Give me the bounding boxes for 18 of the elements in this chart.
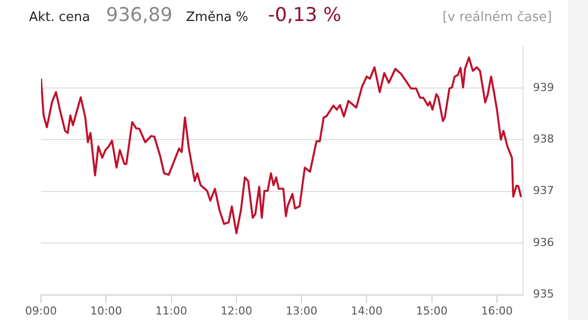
x-tick-label: 16:00	[481, 304, 513, 318]
x-tick-label: 11:00	[155, 304, 188, 318]
y-tick-label: 939	[533, 80, 554, 94]
x-tick-label: 13:00	[286, 304, 318, 318]
x-tick-label: 10:00	[90, 304, 122, 318]
x-tick-label: 09:00	[25, 304, 57, 318]
text: Akt. cena	[29, 10, 90, 25]
text: [v reálném čase]	[442, 10, 552, 25]
x-tick-label: 14:00	[350, 304, 383, 318]
y-tick-label: 936	[533, 236, 554, 249]
x-tick-label: 15:00	[416, 304, 448, 318]
y-tick-label: 935	[533, 288, 554, 301]
y-tick-label: 937	[533, 184, 554, 198]
x-tick-label: 12:00	[220, 304, 252, 318]
text: -0,13 %	[268, 4, 342, 26]
text: 936,89	[106, 4, 172, 26]
y-tick-label: 938	[533, 132, 554, 146]
text: Změna %	[186, 10, 248, 25]
